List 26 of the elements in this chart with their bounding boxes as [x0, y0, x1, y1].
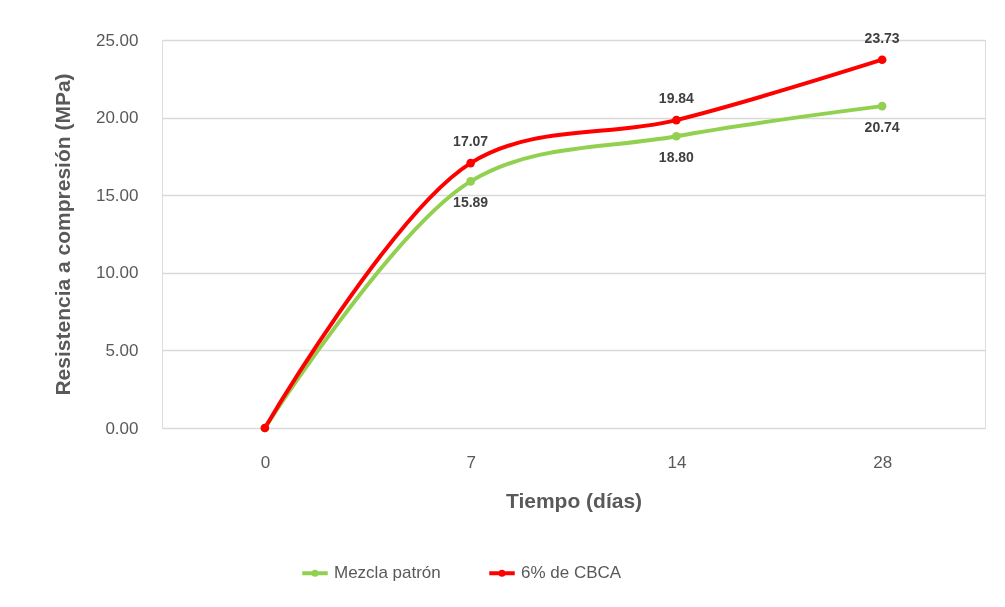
x-tick-label: 7: [466, 452, 476, 472]
data-label: 15.89: [453, 194, 489, 211]
x-axis-title: Tiempo (días): [505, 488, 643, 512]
data-label: 19.84: [658, 90, 695, 107]
y-tick-label: 20.00: [95, 108, 139, 128]
y-tick-label: 5.00: [105, 340, 139, 360]
y-axis-title: Resistencia a compresión (MPa): [50, 73, 74, 396]
x-tick-label: 0: [260, 452, 271, 472]
point: [466, 177, 475, 186]
data-label: 17.07: [453, 133, 489, 150]
point: [672, 115, 681, 125]
y-tick-label: 0.00: [105, 418, 139, 438]
y-tick-label: 15.00: [95, 185, 139, 205]
x-tick-label: 14: [667, 452, 687, 472]
point: [672, 131, 681, 141]
data-label: 23.73: [864, 29, 900, 46]
legend-label: Mezcla patrón: [334, 563, 441, 583]
data-label: 20.74: [864, 119, 900, 136]
x-tick-label: 28: [873, 452, 893, 472]
point: [466, 158, 475, 168]
legend-label: 6% de CBCA: [521, 563, 622, 583]
point: [877, 101, 887, 111]
point: [877, 55, 887, 65]
y-tick-label: 25.00: [95, 30, 139, 50]
data-label: 18.80: [658, 149, 695, 166]
y-tick-label: 10.00: [95, 263, 139, 283]
